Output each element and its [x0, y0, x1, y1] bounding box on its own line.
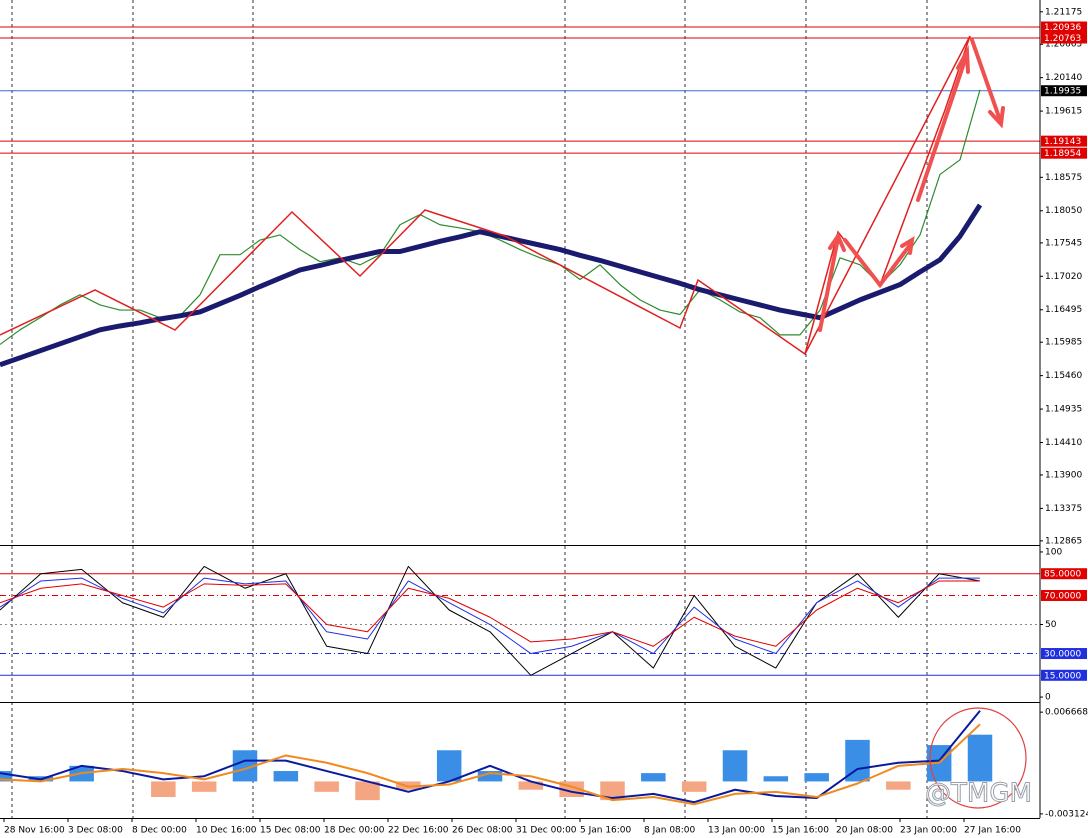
histogram-bar — [355, 781, 380, 801]
histogram-bar — [436, 750, 462, 782]
level-label: 70.0000 — [1044, 591, 1081, 601]
x-tick-label: 31 Dec 00:00 — [516, 826, 577, 836]
level-label: 1.19935 — [1044, 87, 1081, 97]
x-tick-label: 13 Jan 00:00 — [708, 826, 765, 836]
x-tick-label: 5 Jan 16:00 — [580, 826, 632, 836]
y-tick-label: 1.17545 — [1045, 238, 1082, 248]
arrows — [818, 38, 1005, 332]
level-label: 15.0000 — [1044, 671, 1081, 681]
x-tick-label: 18 Dec 00:00 — [324, 826, 385, 836]
y-tick-label: 1.15460 — [1045, 371, 1082, 381]
y-tick-label: 100 — [1045, 547, 1062, 557]
histogram-bar — [967, 734, 993, 782]
highlight-circle — [929, 707, 1027, 809]
level-label: 1.19143 — [1044, 137, 1081, 147]
y-tick-label: 1.13375 — [1045, 504, 1082, 514]
histogram-bar — [273, 771, 299, 782]
y-tick-label: 1.13900 — [1045, 470, 1082, 480]
level-label: 1.20936 — [1044, 23, 1081, 33]
histogram-bar — [641, 773, 666, 782]
series-line — [0, 710, 981, 804]
y-tick-label: 1.14935 — [1045, 405, 1082, 415]
y-tick-label: 1.18575 — [1045, 173, 1082, 183]
y-tick-label: 50 — [1045, 620, 1057, 630]
histogram-bar — [763, 776, 789, 782]
y-tick-label: 1.17020 — [1045, 272, 1082, 282]
x-tick-label: 8 Dec 00:00 — [132, 826, 187, 836]
y-tick-label: 1.12865 — [1045, 536, 1082, 546]
histogram-bar — [518, 781, 544, 790]
x-tick-label: 28 Nov 16:00 — [4, 826, 65, 836]
x-tick-label: 15 Dec 08:00 — [260, 826, 321, 836]
histogram-bar — [191, 781, 217, 792]
y-tick-label: -0.003124 — [1045, 809, 1088, 819]
series-line — [0, 203, 983, 368]
vertical-grid — [11, 0, 928, 818]
level-label: 30.0000 — [1044, 650, 1081, 660]
histogram-bar — [804, 773, 829, 782]
level-label: 85.0000 — [1044, 570, 1081, 580]
histogram-bar — [0, 771, 13, 782]
level-label-box — [1041, 135, 1087, 147]
histogram-bar — [151, 781, 176, 798]
level-label-box — [1041, 21, 1087, 33]
histogram-bar — [681, 781, 707, 792]
series-line — [0, 723, 981, 806]
x-tick-label: 22 Dec 16:00 — [388, 826, 449, 836]
y-tick-label: 0.0066686 — [1045, 708, 1088, 718]
histogram-bar — [314, 781, 339, 792]
x-tick-label: 20 Jan 08:00 — [836, 826, 893, 836]
y-tick-label: 1.21175 — [1045, 7, 1082, 17]
watermark: @TMGM — [925, 779, 1032, 809]
histogram-bar — [722, 750, 748, 782]
level-label-box — [1041, 568, 1087, 580]
histogram-bar — [886, 781, 911, 790]
series-line — [0, 580, 980, 647]
x-tick-label: 23 Jan 00:00 — [900, 826, 957, 836]
y-tick-label: 1.16495 — [1045, 305, 1082, 315]
y-tick-label: 1.18050 — [1045, 206, 1082, 216]
level-label: 1.18954 — [1044, 149, 1081, 159]
y-tick-label: 1.20665 — [1045, 40, 1082, 50]
level-label-box — [1041, 589, 1087, 601]
level-label-box — [1041, 147, 1087, 159]
y-tick-label: 1.14410 — [1045, 438, 1082, 448]
level-label-box — [1041, 32, 1087, 44]
x-tick-label: 3 Dec 08:00 — [68, 826, 123, 836]
x-tick-label: 10 Dec 16:00 — [196, 826, 257, 836]
level-label-box — [1041, 85, 1087, 97]
series-line — [0, 577, 980, 655]
y-tick-label: 1.19615 — [1045, 107, 1082, 117]
level-label: 1.20763 — [1044, 34, 1081, 44]
level-label-box — [1041, 648, 1087, 660]
x-tick-label: 15 Jan 16:00 — [772, 826, 829, 836]
y-tick-label: 0 — [1045, 693, 1051, 703]
x-tick-label: 27 Jan 16:00 — [964, 826, 1021, 836]
x-tick-label: 8 Jan 08:00 — [644, 826, 696, 836]
histogram-bar — [600, 781, 625, 801]
y-tick-label: 1.20140 — [1045, 73, 1082, 83]
histogram-bar — [477, 771, 503, 782]
x-tick-label: 26 Dec 08:00 — [452, 826, 513, 836]
level-label-box — [1041, 669, 1087, 681]
y-tick-label: 1.15985 — [1045, 338, 1082, 348]
